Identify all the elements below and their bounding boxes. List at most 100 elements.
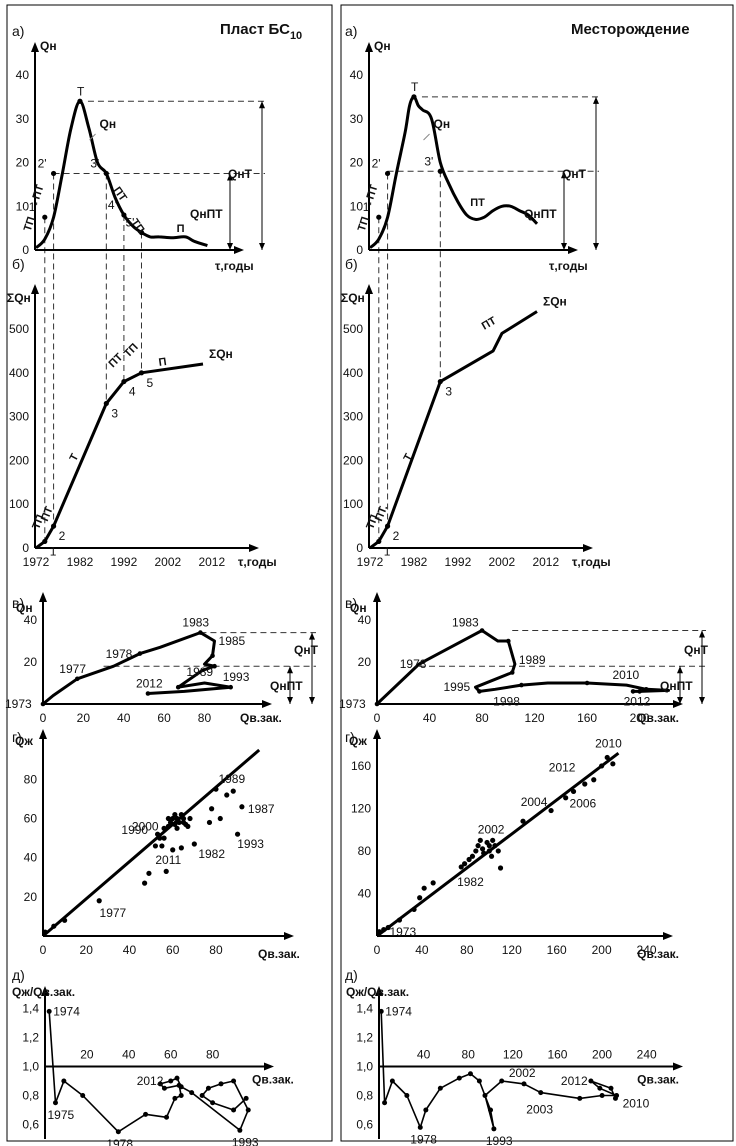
left-v-xtick-40: 40 xyxy=(117,711,131,725)
right-v-point-16 xyxy=(637,689,642,694)
right-d-year-1974: 1974 xyxy=(385,1004,412,1018)
left-d-year-1975: 1975 xyxy=(47,1108,74,1122)
right-g-point-4 xyxy=(411,906,417,913)
left-d-y-arrow xyxy=(41,986,49,996)
right-v-year-1978: 1978 xyxy=(400,657,427,671)
right-a-ytick-40: 40 xyxy=(350,68,364,82)
left-g-point-32 xyxy=(209,806,215,812)
right-g-point-23 xyxy=(495,848,501,854)
left-a-qnPT-arrow-bot xyxy=(227,243,233,250)
right-d-point-5 xyxy=(423,1107,429,1113)
left-a-ytick-40: 40 xyxy=(16,68,30,82)
right-g-point-29 xyxy=(582,781,588,787)
right-d-xtick-40: 40 xyxy=(417,1048,431,1062)
right-a-curve-leader xyxy=(423,133,430,141)
left-v-qnT-label: QнТ xyxy=(294,643,319,657)
left-g-ytick-20: 20 xyxy=(24,890,38,904)
right-a-stage-rise-0: ТП xyxy=(356,215,372,233)
left-a-point-4' xyxy=(121,212,127,218)
left-b-stage-0: ТП xyxy=(30,513,47,531)
left-g-point-3 xyxy=(96,898,102,904)
left-a-pointlabel-Т: Т xyxy=(77,84,85,98)
right-d-point-0 xyxy=(378,1008,384,1014)
left-v-year-1973: 1973 xyxy=(5,697,32,711)
left-b-pointlabel-3: 3 xyxy=(111,406,118,420)
right-g-year-2004: 2004 xyxy=(521,795,548,809)
left-d-point-2 xyxy=(61,1078,67,1084)
right-panel-letter-g: г) xyxy=(345,729,355,745)
right-g-year-2010: 2010 xyxy=(595,736,622,750)
left-v-ytick-40: 40 xyxy=(24,613,38,627)
right-d-point-8 xyxy=(467,1071,473,1077)
right-v-year-1995: 1995 xyxy=(443,680,470,694)
left-d-ytick-1,0: 1,0 xyxy=(22,1060,39,1074)
right-g-point-25 xyxy=(520,818,526,824)
left-d-ytick-1,4: 1,4 xyxy=(22,1002,39,1016)
guide-lines xyxy=(44,96,706,704)
left-a-point-2' xyxy=(50,170,57,177)
left-g-point-38 xyxy=(239,804,245,810)
right-v-xtick-80: 80 xyxy=(475,711,489,725)
right-g-fit-line xyxy=(376,751,620,938)
right-d-point-3 xyxy=(404,1093,410,1098)
left-b-ytick-0: 0 xyxy=(22,541,29,555)
left-v-y-arrow xyxy=(39,592,47,602)
left-b-ylabel: ΣQн xyxy=(7,291,31,305)
right-a-xlabel: τ,годы xyxy=(549,259,588,273)
left-g-year-2000: 2000 xyxy=(132,819,159,833)
right-g-ytick-40: 40 xyxy=(358,886,372,900)
data-points xyxy=(40,94,649,1135)
left-d-xtick-40: 40 xyxy=(122,1048,136,1062)
right-a-pointlabel-2': 2' xyxy=(372,156,381,170)
right-g-year-1982: 1982 xyxy=(457,875,484,889)
right-b-curve xyxy=(369,310,538,550)
right-g-point-27 xyxy=(563,795,569,801)
left-panel-letter-a: а) xyxy=(12,23,24,39)
left-g-point-6 xyxy=(152,843,159,849)
left-a-y-arrow xyxy=(31,42,39,52)
left-v-year-1989: 1989 xyxy=(186,665,213,679)
right-v-y-arrow xyxy=(373,592,381,602)
left-g-point-25 xyxy=(180,815,187,822)
right-d-ytick-1,4: 1,4 xyxy=(356,1002,373,1016)
left-g-point-13 xyxy=(165,823,171,829)
left-g-point-1 xyxy=(51,923,57,929)
right-v-year-1989: 1989 xyxy=(519,653,546,667)
left-a-point-3' xyxy=(103,170,109,177)
left-a-point-1' xyxy=(42,214,48,220)
left-panel-letter-b: б) xyxy=(12,256,25,272)
left-v-xtick-60: 60 xyxy=(157,711,171,725)
right-a-point-Т xyxy=(411,94,417,100)
left-v-point-2 xyxy=(75,676,80,682)
left-g-year-1982: 1982 xyxy=(198,847,225,861)
right-v-point-4 xyxy=(506,638,511,644)
right-g-point-12 xyxy=(473,848,479,854)
left-g-ytick-80: 80 xyxy=(24,772,38,786)
right-b-point-3 xyxy=(437,378,443,385)
right-b-ytick-100: 100 xyxy=(343,497,363,511)
left-v-qnT-arrow-bot xyxy=(309,697,315,704)
left-g-point-5 xyxy=(146,870,152,876)
left-a-xlabel: τ,годы xyxy=(215,259,254,273)
left-a-curve-leader xyxy=(89,133,96,141)
left-a-curve xyxy=(34,99,208,249)
left-a-point-Т xyxy=(77,98,83,104)
right-g-x-arrow xyxy=(663,932,673,940)
left-g-point-17 xyxy=(170,847,176,853)
left-a-qnPT-label: QнПТ xyxy=(190,207,223,221)
left-g-point-22 xyxy=(176,819,182,826)
left-d-point-21 xyxy=(199,1093,205,1098)
left-d-point-15 xyxy=(189,1090,195,1096)
left-v-ylabel: Qн xyxy=(16,601,33,615)
left-panel-letter-d: д) xyxy=(12,967,25,983)
left-a-ytick-20: 20 xyxy=(16,156,30,170)
right-a-qnT-label: QнТ xyxy=(562,167,587,181)
left-v-point-14 xyxy=(228,684,233,690)
right-b-y-arrow xyxy=(365,284,373,294)
right-g-xtick-80: 80 xyxy=(460,943,474,957)
right-g-point-14 xyxy=(477,837,483,843)
left-v-qnPT-arrow-bot xyxy=(287,697,293,704)
right-d-point-7 xyxy=(456,1075,462,1081)
right-g-point-5 xyxy=(417,895,423,901)
left-g-point-23 xyxy=(178,812,184,818)
